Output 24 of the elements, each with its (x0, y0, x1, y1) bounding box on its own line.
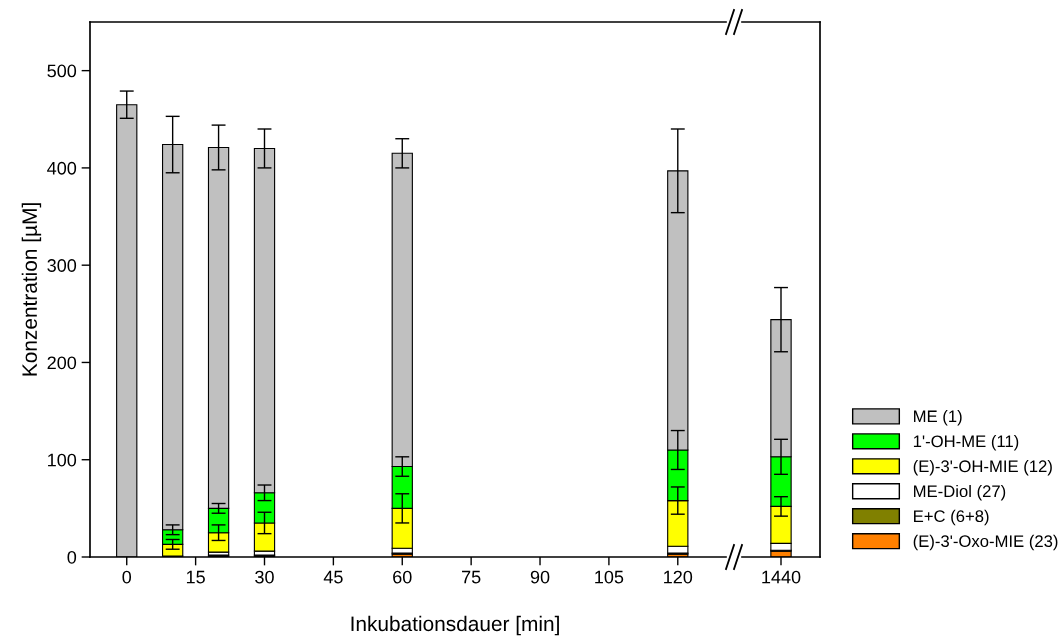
legend-label: (E)-3'-OH-MIE (12) (913, 459, 1052, 476)
y-tick-label: 300 (47, 259, 77, 272)
x-tick-label: 1440 (762, 570, 801, 584)
x-tick-label: 105 (595, 570, 624, 584)
legend-label: E+C (6+8) (914, 509, 989, 526)
x-tick-label: 90 (530, 570, 550, 584)
x-axis-title: Inkubationsdauer [min] (351, 615, 559, 636)
y-tick-label: 200 (47, 356, 77, 370)
x-tick-label: 60 (393, 570, 412, 584)
x-tick-label: 15 (186, 570, 205, 584)
legend-label: ME-Diol (27) (914, 484, 1006, 501)
y-tick-label: 400 (47, 161, 77, 175)
x-tick-label: 75 (462, 570, 481, 584)
y-tick-label: 0 (67, 550, 77, 564)
y-tick-label: 500 (47, 64, 77, 78)
legend-label: (E)-3'-Oxo-MIE (23) (913, 534, 1058, 551)
x-tick-label: 0 (122, 570, 132, 584)
y-axis-title: Konzentration [µM] (21, 203, 42, 376)
x-tick-label: 30 (255, 570, 274, 584)
legend-label: ME (1) (914, 410, 962, 426)
x-tick-label: 120 (664, 570, 693, 584)
x-tick-label: 45 (323, 570, 343, 584)
y-tick-label: 100 (48, 453, 77, 467)
legend-label: 1'-OH-ME (11) (913, 434, 1019, 451)
